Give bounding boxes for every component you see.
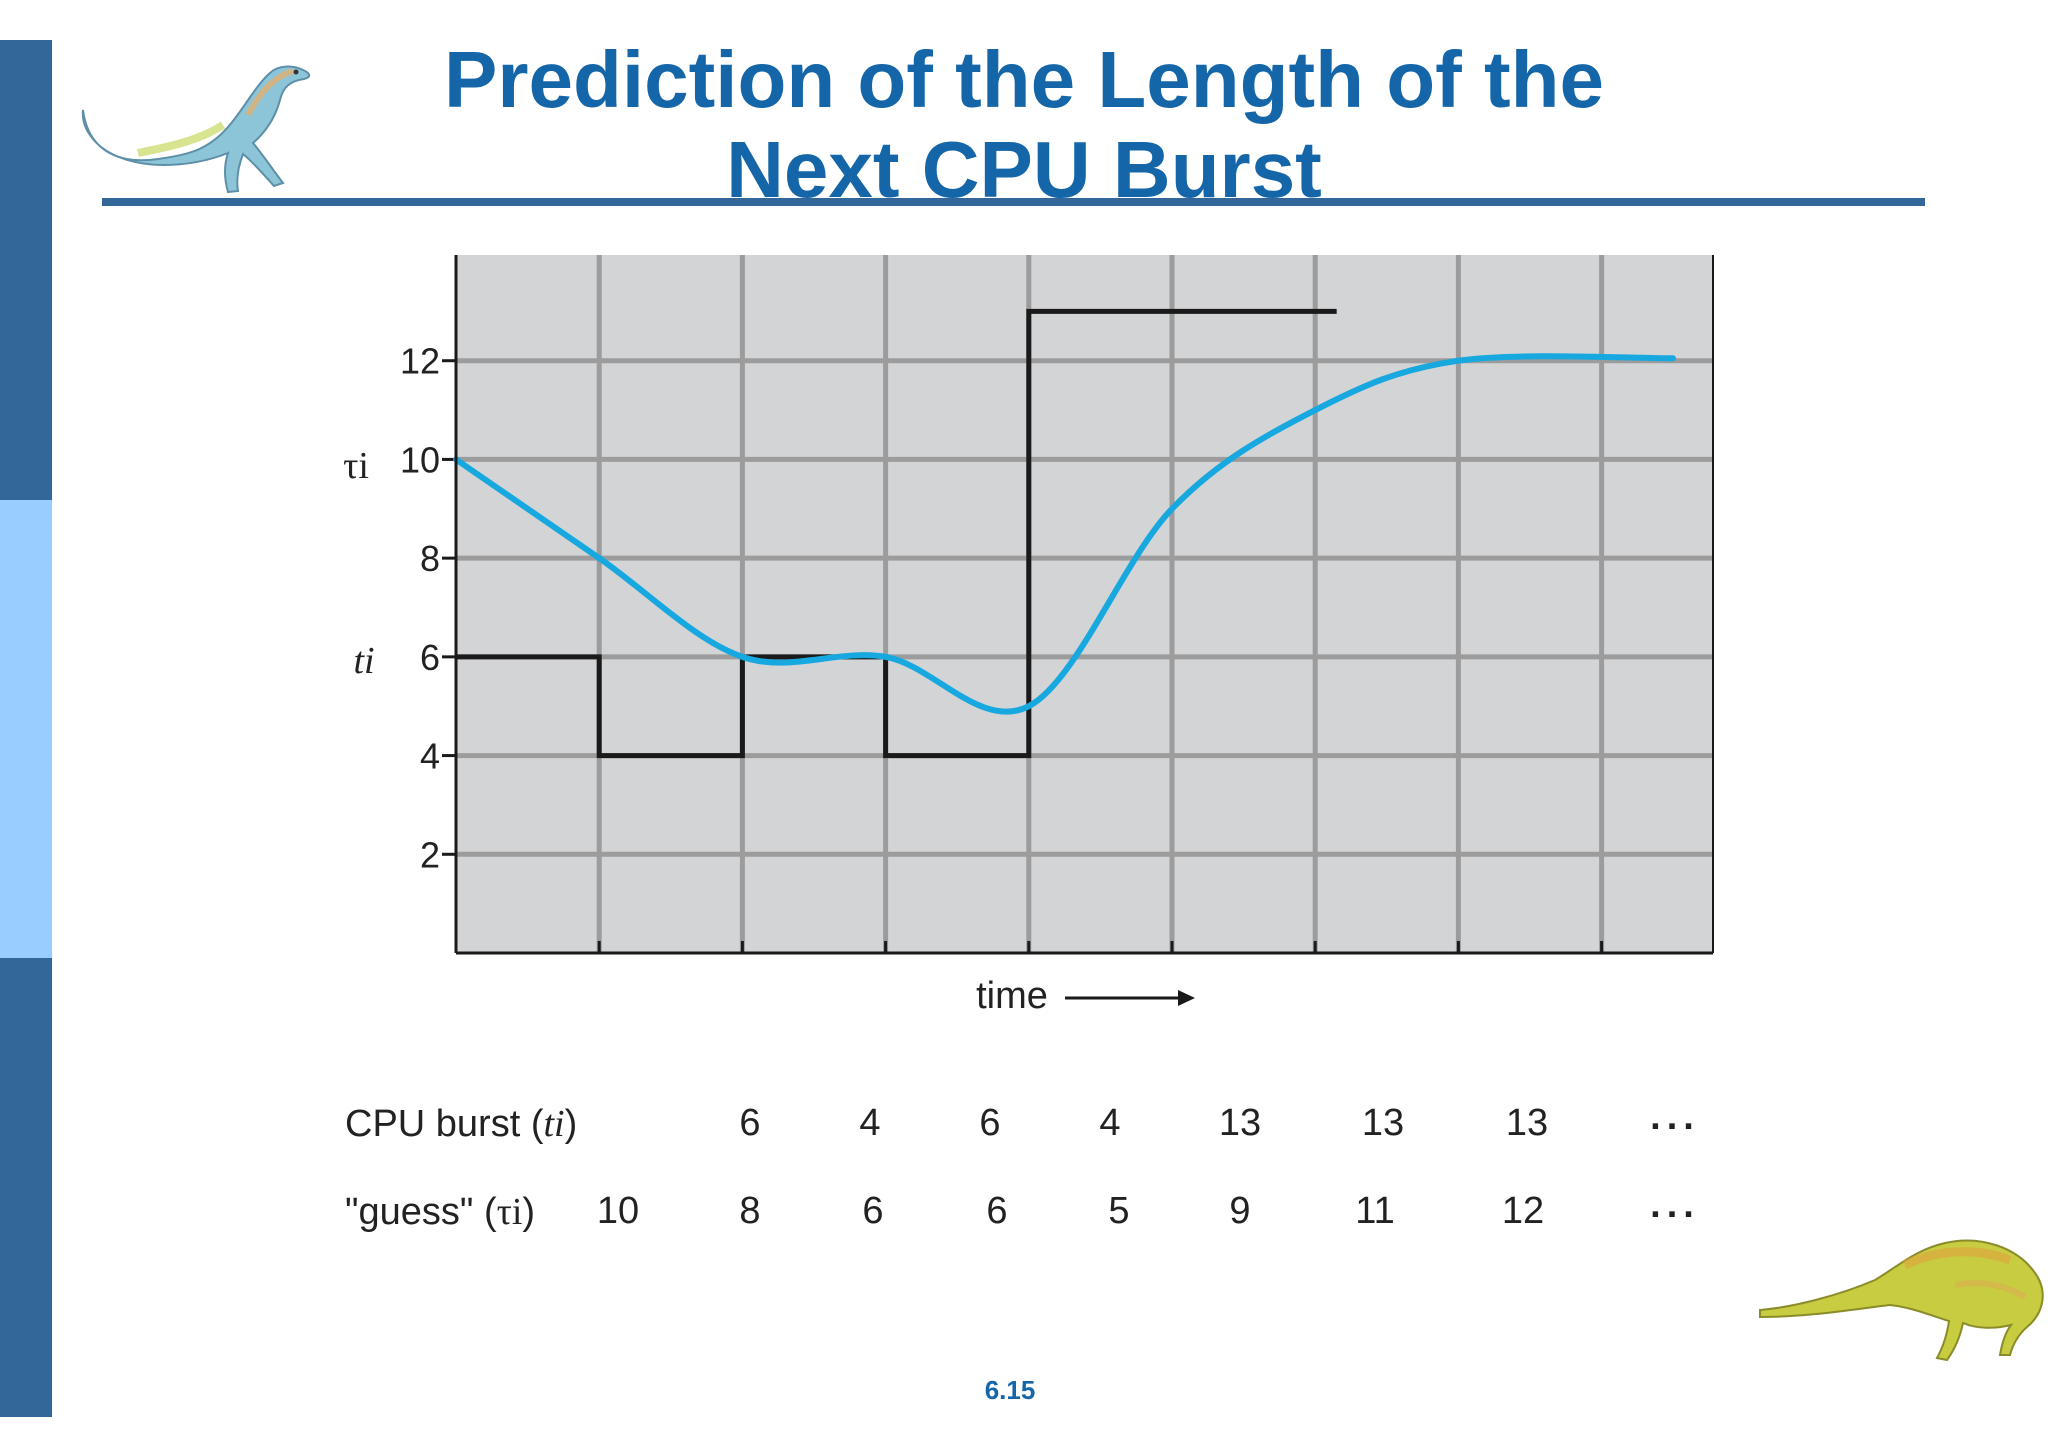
cpu-burst-value: 13 — [1505, 1102, 1549, 1144]
guess-label-close: ) — [522, 1191, 536, 1233]
cpu-burst-label-var: ti — [543, 1103, 565, 1145]
guess-value: 8 — [739, 1190, 761, 1232]
cpu-burst-value: 13 — [1361, 1102, 1405, 1144]
plot-background — [456, 255, 1713, 953]
cpu-burst-label-text: CPU burst ( — [345, 1103, 544, 1145]
y-tick-label: 8 — [420, 538, 440, 579]
y-tick-label: 12 — [400, 341, 440, 382]
guess-row-label: "guess" (τi) — [345, 1190, 535, 1234]
cpu-burst-step-line — [456, 308, 1337, 759]
y-tick-label: 10 — [400, 439, 440, 480]
guess-curve — [453, 353, 1676, 715]
slide-title-line-1: Prediction of the Length of the — [444, 35, 1604, 124]
guess-value: 6 — [986, 1190, 1008, 1232]
dinosaur-decoration-icon — [1759, 1239, 2044, 1362]
guess-value: 6 — [862, 1190, 884, 1232]
cpu-burst-value: 6 — [979, 1102, 1001, 1144]
guess-label-var: τi — [496, 1191, 523, 1233]
y-axis-label-t: ti — [353, 640, 374, 682]
cpu-burst-label-close: ) — [564, 1103, 578, 1145]
dinosaur-logo-icon — [81, 65, 311, 194]
y-axis-label-tau: τi — [343, 445, 369, 487]
sidebar-segment-bottom — [0, 958, 52, 1417]
sidebar-segment-top — [0, 40, 52, 500]
page-number: 6.15 — [984, 1375, 1036, 1405]
title-underline — [102, 198, 1925, 206]
cpu-burst-row-label: CPU burst (ti) — [345, 1102, 577, 1146]
y-tick-label: 4 — [420, 736, 440, 777]
burst-prediction-chart: 2 4 6 8 10 12 τi ti time — [343, 255, 1714, 1017]
guess-value: 11 — [1355, 1190, 1395, 1232]
burst-row-ellipsis: ... — [1650, 1096, 1700, 1138]
time-arrow-head — [1178, 990, 1195, 1006]
guess-value: 9 — [1229, 1190, 1251, 1232]
sidebar-segment-middle — [0, 500, 52, 958]
x-axis-label: time — [976, 975, 1048, 1017]
y-tick-label: 6 — [420, 637, 440, 678]
cpu-burst-value: 13 — [1218, 1102, 1262, 1144]
guess-value: 10 — [596, 1190, 640, 1232]
guess-value: 5 — [1108, 1190, 1130, 1232]
guess-value: 12 — [1501, 1190, 1545, 1232]
cpu-burst-value: 6 — [739, 1102, 761, 1144]
cpu-burst-value: 4 — [1099, 1102, 1121, 1144]
sidebar-stripe — [0, 40, 52, 1417]
guess-row-ellipsis: ... — [1650, 1184, 1700, 1226]
guess-label-text: "guess" ( — [345, 1191, 497, 1233]
y-tick-label: 2 — [420, 834, 440, 875]
cpu-burst-value: 4 — [859, 1102, 881, 1144]
